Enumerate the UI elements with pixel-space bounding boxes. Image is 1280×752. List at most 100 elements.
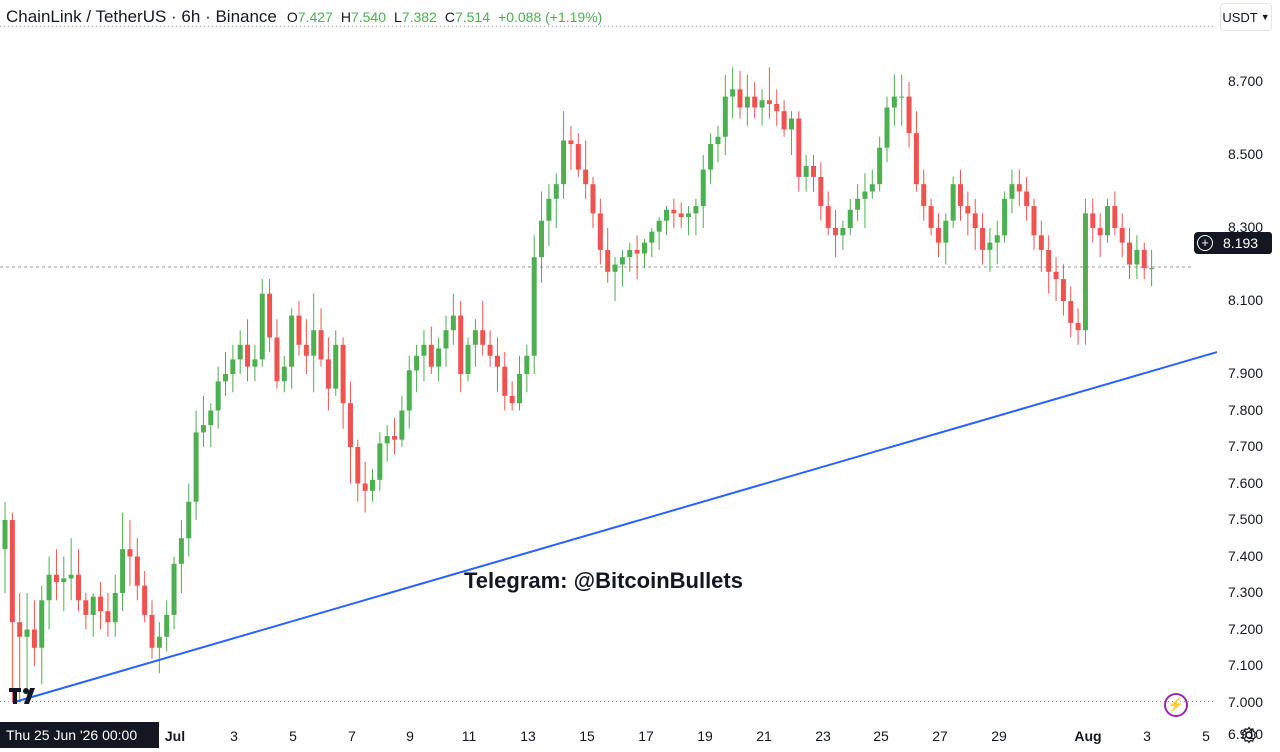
- candle-body: [39, 600, 45, 648]
- time-axis-label: 17: [638, 728, 654, 744]
- candle-body: [906, 96, 912, 134]
- candle-body: [1149, 268, 1155, 270]
- candle-body: [384, 436, 390, 444]
- candle-body: [1134, 249, 1140, 265]
- time-axis-label: 15: [579, 728, 595, 744]
- candle-body: [708, 144, 714, 170]
- candle-body: [480, 330, 486, 345]
- candle-body: [811, 165, 816, 177]
- lightning-icon[interactable]: ⚡: [1164, 693, 1188, 717]
- change-value: +0.088 (+1.19%): [498, 9, 603, 25]
- candle-body: [605, 249, 611, 272]
- candle-body: [833, 228, 839, 236]
- candle-body: [509, 395, 515, 404]
- candle-body: [1097, 228, 1103, 236]
- open-label: O: [286, 9, 298, 25]
- high-label: H: [340, 9, 351, 25]
- settings-gear-icon[interactable]: [1240, 726, 1258, 744]
- candle-body: [1119, 228, 1125, 243]
- candle-body: [1105, 206, 1110, 236]
- candle-body: [340, 344, 346, 404]
- candle-body: [68, 574, 74, 579]
- candle-body: [76, 574, 81, 601]
- candle-body: [392, 436, 398, 440]
- candle-body: [53, 574, 59, 583]
- candle-body: [223, 374, 228, 382]
- time-axis-label: 9: [406, 728, 414, 744]
- candle-body: [744, 96, 750, 108]
- candle-body: [120, 549, 126, 593]
- candle-body: [686, 213, 692, 218]
- candle-body: [347, 403, 353, 447]
- candle-body: [649, 231, 655, 243]
- candle-body: [215, 381, 221, 411]
- candle-body: [1060, 279, 1066, 301]
- candle-body: [112, 593, 118, 623]
- time-axis-label: 3: [230, 728, 238, 744]
- candle-body: [612, 264, 618, 272]
- candle-body: [46, 574, 52, 601]
- candle-body: [414, 355, 420, 371]
- candle-body: [855, 198, 861, 210]
- candle-body: [465, 344, 471, 374]
- candle-body: [656, 220, 662, 232]
- candle-body: [899, 96, 905, 98]
- candle-body: [245, 344, 251, 367]
- candle-body: [1141, 249, 1147, 269]
- low-value: 7.382: [401, 9, 437, 25]
- candle-body: [1024, 191, 1030, 207]
- candle-body: [796, 118, 802, 177]
- candle-body: [634, 249, 640, 254]
- candle-body: [274, 337, 280, 382]
- candle-body: [774, 103, 780, 112]
- candle-body: [766, 100, 772, 104]
- candle-body: [487, 344, 493, 356]
- candle-body: [142, 585, 148, 615]
- candle-body: [950, 184, 956, 221]
- open-value: 7.427: [297, 9, 333, 25]
- candle-body: [1090, 213, 1096, 228]
- candle-body: [862, 191, 868, 199]
- candle-body: [531, 257, 537, 356]
- candle-body: [972, 213, 978, 228]
- candle-body: [83, 600, 89, 615]
- candle-body: [1068, 301, 1074, 323]
- candle-body: [958, 184, 963, 207]
- candle-body: [421, 344, 427, 356]
- currency-button[interactable]: USDT ▼: [1220, 3, 1272, 31]
- trendline[interactable]: [12, 351, 1218, 704]
- candle-body: [568, 140, 574, 145]
- candle-body: [355, 447, 361, 484]
- candle-body: [1016, 184, 1022, 192]
- candle-body: [17, 622, 23, 637]
- price-axis-label: 7.000: [1228, 693, 1264, 710]
- time-axis-label: Aug: [1074, 728, 1102, 744]
- candle-body: [825, 206, 831, 228]
- time-axis-label: 5: [1202, 728, 1210, 744]
- time-axis-label: 19: [697, 728, 713, 744]
- candle-body: [781, 111, 787, 130]
- candle-body: [539, 220, 545, 258]
- candle-body: [965, 206, 971, 214]
- candle-body: [134, 556, 140, 586]
- candle-body: [362, 483, 368, 491]
- candle-body: [935, 228, 941, 243]
- tradingview-logo-icon[interactable]: [9, 686, 43, 706]
- candle-body: [193, 432, 199, 502]
- candle-body: [1038, 235, 1044, 250]
- candle-body: [590, 184, 596, 214]
- candle-body: [517, 374, 522, 404]
- time-axis-label: 3: [1143, 728, 1151, 744]
- symbol-title[interactable]: ChainLink / TetherUS · 6h · Binance: [6, 7, 277, 26]
- price-axis-label: 7.100: [1228, 657, 1264, 673]
- candle-body: [627, 249, 633, 258]
- add-alert-icon[interactable]: +: [1194, 232, 1216, 254]
- candle-body: [597, 213, 603, 250]
- candle-body: [61, 578, 67, 583]
- candle-body: [281, 366, 287, 382]
- candle-body: [1053, 271, 1059, 280]
- candle-body: [164, 614, 170, 637]
- candle-body: [24, 629, 30, 637]
- candle-body: [31, 629, 37, 648]
